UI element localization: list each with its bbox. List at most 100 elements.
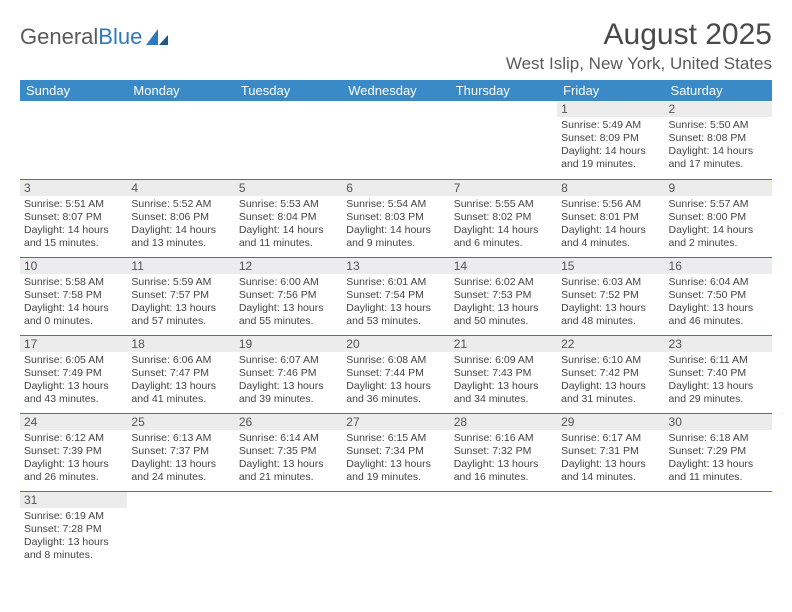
sunset-text: Sunset: 8:01 PM — [561, 211, 660, 224]
day-details: Sunrise: 6:01 AMSunset: 7:54 PMDaylight:… — [342, 274, 449, 332]
day-details: Sunrise: 6:05 AMSunset: 7:49 PMDaylight:… — [20, 352, 127, 410]
daylight-text-2: and 4 minutes. — [561, 237, 660, 250]
daylight-text-1: Daylight: 14 hours — [454, 224, 553, 237]
calendar-week-row: 31Sunrise: 6:19 AMSunset: 7:28 PMDayligh… — [20, 491, 772, 569]
sunset-text: Sunset: 7:35 PM — [239, 445, 338, 458]
day-number: 1 — [557, 101, 664, 117]
day-number — [450, 492, 557, 508]
day-number: 7 — [450, 180, 557, 196]
day-details: Sunrise: 5:55 AMSunset: 8:02 PMDaylight:… — [450, 196, 557, 254]
sunrise-text: Sunrise: 5:54 AM — [346, 198, 445, 211]
title-block: August 2025 West Islip, New York, United… — [506, 18, 772, 74]
daylight-text-1: Daylight: 13 hours — [669, 458, 768, 471]
day-number — [342, 101, 449, 117]
sunset-text: Sunset: 8:07 PM — [24, 211, 123, 224]
sunset-text: Sunset: 7:53 PM — [454, 289, 553, 302]
sunrise-text: Sunrise: 6:08 AM — [346, 354, 445, 367]
calendar-empty-cell — [235, 491, 342, 569]
sunrise-text: Sunrise: 5:50 AM — [669, 119, 768, 132]
sunset-text: Sunset: 8:08 PM — [669, 132, 768, 145]
daylight-text-2: and 29 minutes. — [669, 393, 768, 406]
sunrise-text: Sunrise: 5:57 AM — [669, 198, 768, 211]
day-number: 23 — [665, 336, 772, 352]
calendar-empty-cell — [20, 101, 127, 179]
calendar-day-cell: 31Sunrise: 6:19 AMSunset: 7:28 PMDayligh… — [20, 491, 127, 569]
calendar-empty-cell — [342, 491, 449, 569]
daylight-text-2: and 14 minutes. — [561, 471, 660, 484]
day-details: Sunrise: 5:51 AMSunset: 8:07 PMDaylight:… — [20, 196, 127, 254]
daylight-text-1: Daylight: 13 hours — [239, 380, 338, 393]
day-number: 4 — [127, 180, 234, 196]
brand-logo: GeneralBlue — [20, 18, 170, 50]
calendar-day-cell: 1Sunrise: 5:49 AMSunset: 8:09 PMDaylight… — [557, 101, 664, 179]
day-number: 30 — [665, 414, 772, 430]
day-details: Sunrise: 6:09 AMSunset: 7:43 PMDaylight:… — [450, 352, 557, 410]
daylight-text-2: and 11 minutes. — [239, 237, 338, 250]
sunrise-text: Sunrise: 5:51 AM — [24, 198, 123, 211]
day-number: 5 — [235, 180, 342, 196]
daylight-text-2: and 2 minutes. — [669, 237, 768, 250]
daylight-text-1: Daylight: 14 hours — [239, 224, 338, 237]
day-details: Sunrise: 6:15 AMSunset: 7:34 PMDaylight:… — [342, 430, 449, 488]
day-number: 16 — [665, 258, 772, 274]
day-number: 15 — [557, 258, 664, 274]
day-number — [20, 101, 127, 117]
sunrise-text: Sunrise: 6:11 AM — [669, 354, 768, 367]
day-number — [127, 492, 234, 508]
calendar-header-row: SundayMondayTuesdayWednesdayThursdayFrid… — [20, 80, 772, 101]
day-details: Sunrise: 6:18 AMSunset: 7:29 PMDaylight:… — [665, 430, 772, 488]
daylight-text-1: Daylight: 13 hours — [561, 302, 660, 315]
day-details: Sunrise: 6:10 AMSunset: 7:42 PMDaylight:… — [557, 352, 664, 410]
day-details: Sunrise: 6:19 AMSunset: 7:28 PMDaylight:… — [20, 508, 127, 566]
daylight-text-2: and 53 minutes. — [346, 315, 445, 328]
daylight-text-1: Daylight: 13 hours — [454, 380, 553, 393]
calendar-week-row: 1Sunrise: 5:49 AMSunset: 8:09 PMDaylight… — [20, 101, 772, 179]
sunrise-text: Sunrise: 5:52 AM — [131, 198, 230, 211]
daylight-text-2: and 39 minutes. — [239, 393, 338, 406]
calendar-day-cell: 12Sunrise: 6:00 AMSunset: 7:56 PMDayligh… — [235, 257, 342, 335]
calendar-day-cell: 15Sunrise: 6:03 AMSunset: 7:52 PMDayligh… — [557, 257, 664, 335]
calendar-empty-cell — [557, 491, 664, 569]
day-number: 20 — [342, 336, 449, 352]
calendar-week-row: 17Sunrise: 6:05 AMSunset: 7:49 PMDayligh… — [20, 335, 772, 413]
calendar-day-cell: 19Sunrise: 6:07 AMSunset: 7:46 PMDayligh… — [235, 335, 342, 413]
sunrise-text: Sunrise: 6:13 AM — [131, 432, 230, 445]
sunset-text: Sunset: 7:42 PM — [561, 367, 660, 380]
day-number: 6 — [342, 180, 449, 196]
day-number: 11 — [127, 258, 234, 274]
day-details: Sunrise: 6:07 AMSunset: 7:46 PMDaylight:… — [235, 352, 342, 410]
day-details: Sunrise: 6:16 AMSunset: 7:32 PMDaylight:… — [450, 430, 557, 488]
calendar-day-cell: 5Sunrise: 5:53 AMSunset: 8:04 PMDaylight… — [235, 179, 342, 257]
sunset-text: Sunset: 7:54 PM — [346, 289, 445, 302]
day-number: 19 — [235, 336, 342, 352]
sunrise-text: Sunrise: 6:18 AM — [669, 432, 768, 445]
brand-text-part2: Blue — [98, 24, 142, 50]
daylight-text-2: and 26 minutes. — [24, 471, 123, 484]
weekday-header: Thursday — [450, 80, 557, 101]
calendar-empty-cell — [127, 491, 234, 569]
sunset-text: Sunset: 7:37 PM — [131, 445, 230, 458]
calendar-day-cell: 14Sunrise: 6:02 AMSunset: 7:53 PMDayligh… — [450, 257, 557, 335]
calendar-empty-cell — [450, 101, 557, 179]
sunset-text: Sunset: 8:09 PM — [561, 132, 660, 145]
sunrise-text: Sunrise: 5:56 AM — [561, 198, 660, 211]
daylight-text-1: Daylight: 13 hours — [561, 458, 660, 471]
day-number: 14 — [450, 258, 557, 274]
calendar-empty-cell — [127, 101, 234, 179]
sunset-text: Sunset: 7:57 PM — [131, 289, 230, 302]
calendar-day-cell: 18Sunrise: 6:06 AMSunset: 7:47 PMDayligh… — [127, 335, 234, 413]
sunset-text: Sunset: 7:46 PM — [239, 367, 338, 380]
calendar-week-row: 10Sunrise: 5:58 AMSunset: 7:58 PMDayligh… — [20, 257, 772, 335]
sunrise-text: Sunrise: 6:03 AM — [561, 276, 660, 289]
day-number: 8 — [557, 180, 664, 196]
daylight-text-2: and 48 minutes. — [561, 315, 660, 328]
calendar-day-cell: 25Sunrise: 6:13 AMSunset: 7:37 PMDayligh… — [127, 413, 234, 491]
day-details: Sunrise: 5:57 AMSunset: 8:00 PMDaylight:… — [665, 196, 772, 254]
day-number: 22 — [557, 336, 664, 352]
sunset-text: Sunset: 7:50 PM — [669, 289, 768, 302]
sunset-text: Sunset: 7:58 PM — [24, 289, 123, 302]
daylight-text-2: and 16 minutes. — [454, 471, 553, 484]
daylight-text-1: Daylight: 13 hours — [454, 302, 553, 315]
sunset-text: Sunset: 8:02 PM — [454, 211, 553, 224]
day-number: 29 — [557, 414, 664, 430]
